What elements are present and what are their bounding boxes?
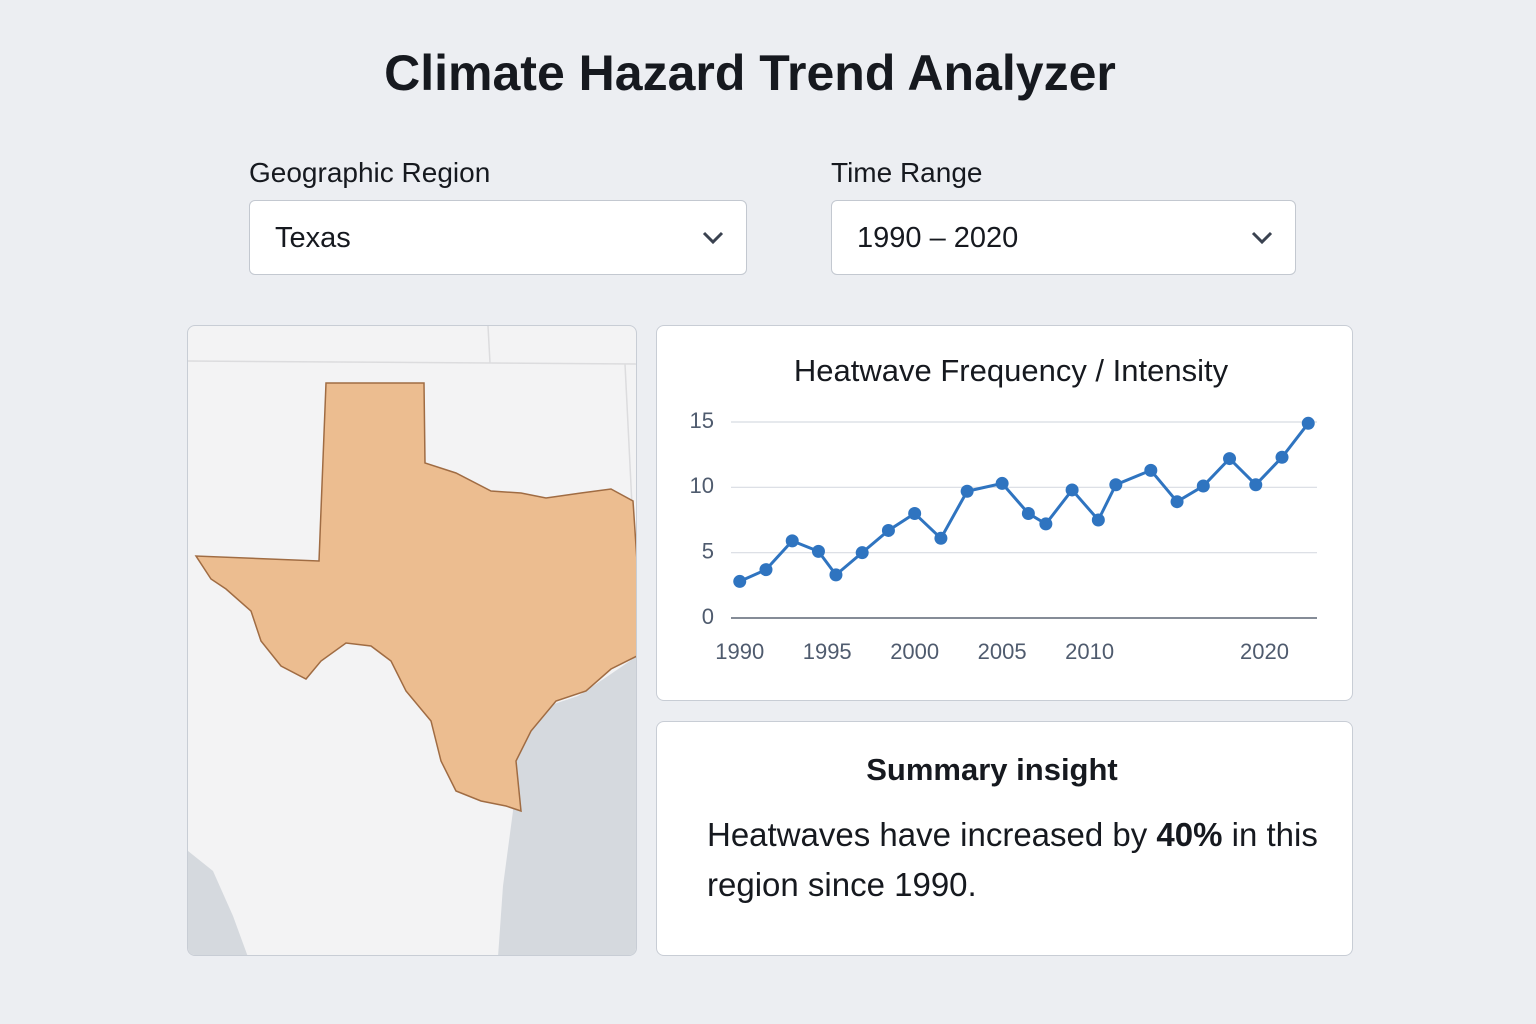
summary-text-part: in this region since 1990. [707, 816, 1328, 903]
chevron [702, 231, 724, 245]
data-point [811, 544, 825, 558]
data-point [1275, 450, 1289, 464]
data-point [829, 568, 843, 582]
data-point [960, 484, 974, 498]
time-label: Time Range [831, 157, 983, 188]
x-tick-label: 2000 [890, 639, 939, 664]
region-select[interactable]: Texas [249, 200, 747, 275]
data-point [1249, 478, 1263, 492]
data-point [1196, 479, 1210, 493]
region-value: Texas [275, 222, 351, 254]
data-point [1109, 478, 1123, 492]
data-point [1091, 513, 1105, 527]
data-point [1065, 483, 1079, 497]
data-point [733, 574, 747, 588]
chart-title: Heatwave Frequency / Intensity [794, 353, 1229, 388]
y-tick-label: 10 [690, 473, 714, 498]
region-label: Geographic Region [249, 157, 491, 188]
x-tick-label: 2010 [1065, 639, 1114, 664]
series-line [739, 422, 1310, 583]
chart-card: Heatwave Frequency / Intensity 0 5 10 15 199… [656, 325, 1353, 701]
data-point [1039, 517, 1053, 531]
data-point [1144, 463, 1158, 477]
data-point [1223, 452, 1237, 466]
data-point [995, 476, 1009, 490]
x-tick-label: 1995 [803, 639, 852, 664]
chevron [1251, 231, 1273, 245]
map [188, 326, 636, 955]
data-point [855, 546, 869, 560]
data-point [1170, 495, 1184, 509]
data-point [908, 506, 922, 520]
data-point [785, 534, 799, 548]
y-tick-label: 15 [690, 408, 714, 433]
summary-highlight: 40% [1156, 816, 1223, 853]
x-tick-label: 1990 [715, 639, 764, 664]
map-card [187, 325, 637, 956]
chart: Heatwave Frequency / Intensity 0 5 10 15 199… [690, 353, 1317, 664]
data-point [881, 523, 895, 537]
y-tick-label: 0 [702, 604, 714, 629]
summary-text: Heatwaves have increased by 40% in this … [707, 810, 1327, 910]
data-point [934, 531, 948, 545]
time-value: 1990 – 2020 [857, 222, 1019, 254]
summary-text-part: Heatwaves have increased by [707, 816, 1157, 853]
summary-card: Summary insight Heatwaves have increased… [656, 721, 1353, 956]
data-point [1021, 506, 1035, 520]
data-point [1301, 416, 1315, 430]
x-tick-label: 2005 [978, 639, 1027, 664]
x-tick-label: 2020 [1240, 639, 1289, 664]
summary-title: Summary insight [866, 752, 1118, 787]
page-title: Climate Hazard Trend Analyzer [384, 45, 1116, 101]
data-point [759, 563, 773, 577]
time-select[interactable]: 1990 – 2020 [831, 200, 1296, 275]
y-tick-label: 5 [702, 538, 714, 563]
